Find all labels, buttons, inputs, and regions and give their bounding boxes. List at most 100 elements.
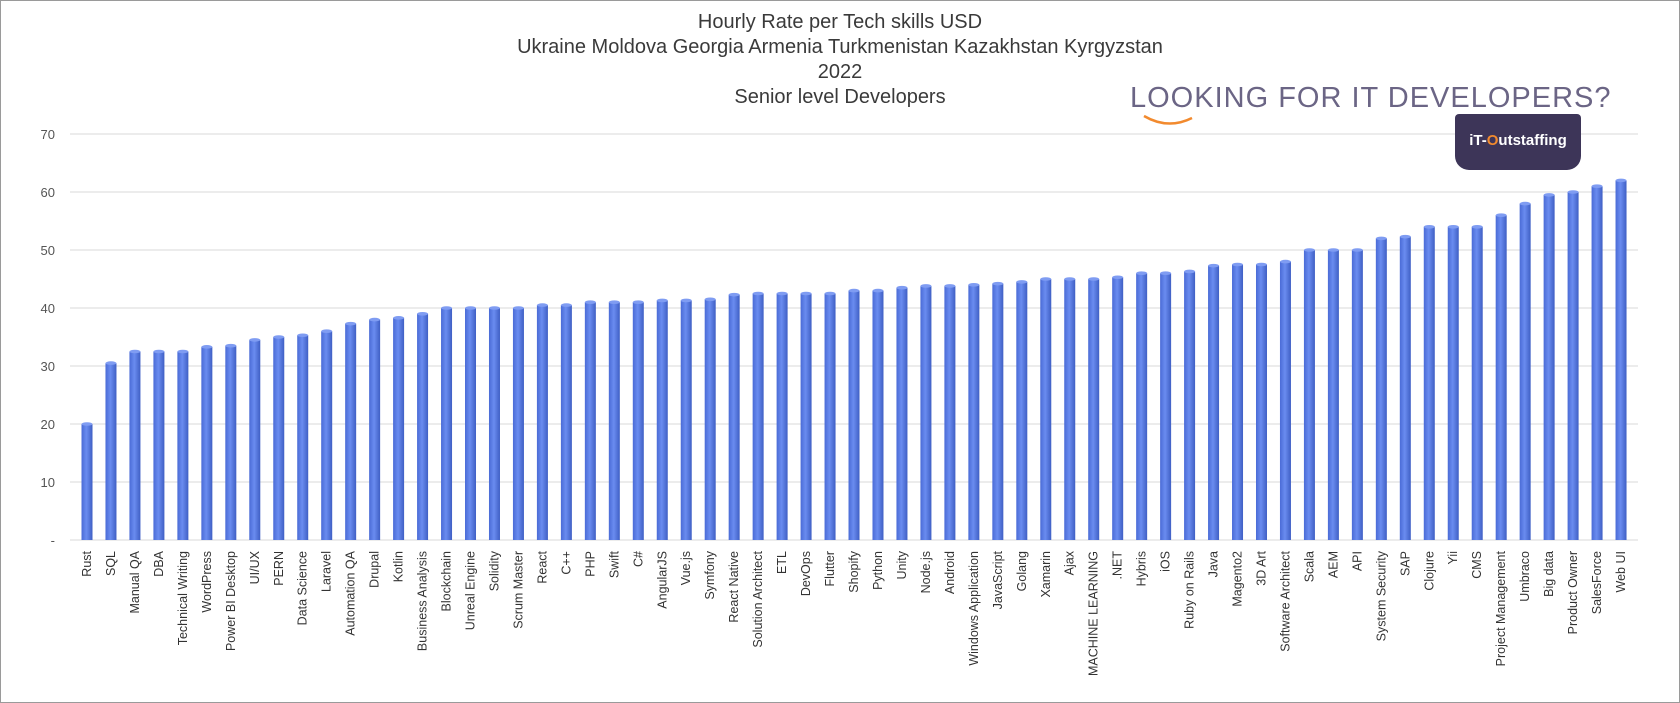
bar <box>920 284 932 540</box>
x-tick-label: Android <box>943 551 957 594</box>
bar <box>1208 263 1220 540</box>
bar-cap <box>1255 262 1267 267</box>
bar <box>321 329 333 540</box>
bar-body <box>1255 264 1267 540</box>
bar <box>225 343 237 540</box>
x-tick-label: Unity <box>895 550 909 579</box>
x-tick-label: C# <box>631 551 645 567</box>
bar <box>848 288 860 540</box>
bar-cap <box>968 283 980 287</box>
bar <box>968 283 980 540</box>
bar-cap <box>584 300 596 305</box>
bar <box>560 303 572 540</box>
bar <box>680 298 692 540</box>
bar-cap <box>441 306 453 310</box>
bar-cap <box>920 284 932 288</box>
x-tick-label: Solution Architect <box>751 550 765 647</box>
bar-body <box>512 308 524 540</box>
bar-cap <box>1615 178 1627 183</box>
bar-cap <box>992 281 1004 286</box>
x-tick-label: SQL <box>104 551 118 576</box>
bar <box>944 284 956 540</box>
x-tick-label: Scala <box>1302 551 1316 582</box>
bar-body <box>153 351 165 540</box>
x-tick-label: Magento2 <box>1231 551 1245 607</box>
bar <box>704 297 716 540</box>
bar <box>273 335 285 540</box>
swoosh-icon <box>1143 114 1193 125</box>
bar <box>1064 277 1076 540</box>
bar-body <box>1351 250 1363 540</box>
y-tick-label: 60 <box>41 185 55 200</box>
bar-cap <box>177 349 189 354</box>
x-tick-label: SalesForce <box>1590 551 1604 614</box>
x-tick-label: Yii <box>1446 551 1460 564</box>
x-tick-label: Laravel <box>320 551 334 592</box>
bar-body <box>704 299 716 540</box>
bar-cap <box>1495 213 1507 217</box>
x-tick-label: Flutter <box>823 551 837 586</box>
x-tick-label: Automation QA <box>344 550 358 635</box>
x-tick-label: DBA <box>152 550 166 576</box>
bar <box>1375 236 1387 540</box>
bar-body <box>728 294 740 540</box>
bar-body <box>249 339 261 540</box>
x-tick-label: AngularJS <box>655 551 669 609</box>
x-tick-label: Software Architect <box>1278 550 1292 651</box>
x-tick-label: Technical Writing <box>176 551 190 645</box>
y-tick-label: 10 <box>41 475 55 490</box>
bar <box>81 422 93 540</box>
bar-cap <box>345 321 357 326</box>
bar-cap <box>944 284 956 288</box>
bar-body <box>968 284 980 540</box>
bar-cap <box>704 297 716 302</box>
bar-body <box>1160 273 1172 540</box>
bar-body <box>1567 192 1579 540</box>
bar-body <box>273 337 285 540</box>
bar-cap <box>632 300 644 305</box>
bar-cap <box>1351 248 1363 252</box>
bar-body <box>944 285 956 540</box>
bar-body <box>1471 226 1483 541</box>
bar-body <box>1279 261 1291 540</box>
bar <box>1447 225 1459 541</box>
x-tick-label: 3D Art <box>1254 550 1268 585</box>
bar-cap <box>1184 269 1196 274</box>
bars <box>81 178 1627 541</box>
x-tick-label: Python <box>871 551 885 590</box>
bar-body <box>1327 250 1339 540</box>
x-tick-label: MACHINE LEARNING <box>1087 551 1101 676</box>
bar <box>776 291 788 540</box>
x-tick-label: WordPress <box>200 551 214 613</box>
bar <box>752 291 764 540</box>
bar-cap <box>249 338 261 342</box>
bar-body <box>1495 215 1507 540</box>
bar-cap <box>297 333 309 338</box>
bar <box>1615 178 1627 540</box>
x-tick-label: Scrum Master <box>511 551 525 629</box>
x-tick-label: Windows Application <box>967 551 981 666</box>
it-outstaffing-logo: LOOKING FOR IT DEVELOPERS? iT-Outstaffin… <box>1130 82 1611 172</box>
bar-cap <box>1232 262 1244 267</box>
x-tick-label: Shopify <box>847 550 861 592</box>
bar-cap <box>728 292 740 297</box>
x-tick-label: iOS <box>1159 551 1173 572</box>
bar-cap <box>824 291 836 296</box>
bar <box>1016 280 1028 540</box>
bar-cap <box>1519 201 1531 206</box>
bar <box>800 291 812 540</box>
bar-cap <box>1447 225 1459 229</box>
bar-cap <box>1399 234 1411 239</box>
bar-body <box>824 293 836 540</box>
bar <box>345 321 357 540</box>
bar-cap <box>1279 259 1291 264</box>
x-tick-label: Blockchain <box>440 551 454 611</box>
bar-body <box>1615 180 1627 540</box>
bar-cap <box>393 316 405 320</box>
bar <box>584 300 596 540</box>
logo-badge: iT-Outstaffing <box>1455 114 1581 170</box>
bar-body <box>560 305 572 540</box>
bar <box>512 306 524 540</box>
bar-cap <box>1088 277 1100 281</box>
bar <box>1495 213 1507 540</box>
